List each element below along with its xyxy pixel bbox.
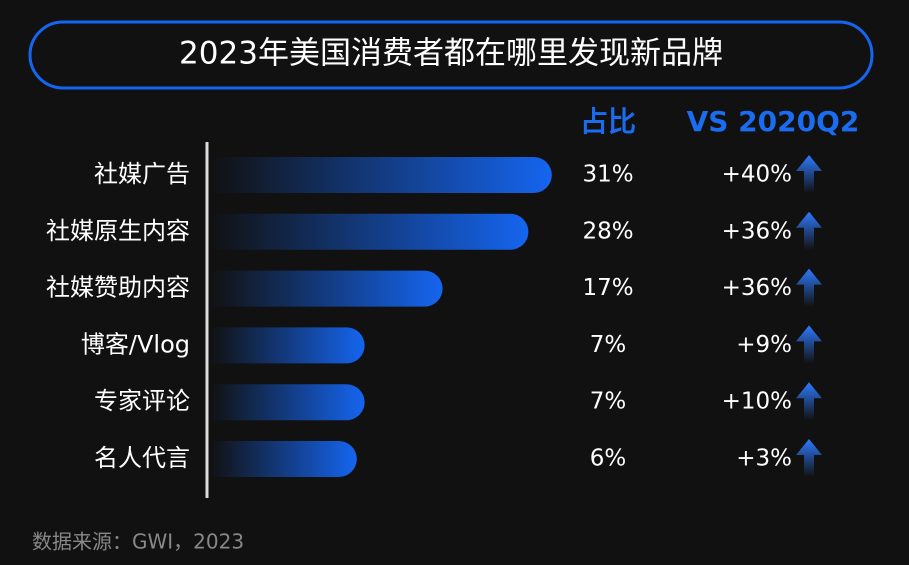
bar bbox=[210, 213, 529, 250]
change-label: +3% bbox=[736, 446, 792, 472]
change-label: +40% bbox=[722, 162, 792, 188]
value-label: 7% bbox=[590, 389, 627, 415]
category-label: 社媒广告 bbox=[94, 160, 190, 188]
category-label: 专家评论 bbox=[94, 387, 190, 415]
change-label: +36% bbox=[722, 218, 792, 244]
bar bbox=[210, 384, 365, 421]
change-label: +9% bbox=[736, 332, 792, 358]
bar bbox=[210, 441, 357, 477]
chart-title: 2023年美国消费者都在哪里发现新品牌 bbox=[179, 36, 723, 72]
up-arrow bbox=[796, 155, 822, 193]
up-arrow bbox=[796, 325, 822, 364]
category-label: 社媒赞助内容 bbox=[46, 274, 190, 302]
value-label: 17% bbox=[582, 275, 633, 301]
column-header: 占比 bbox=[580, 105, 636, 138]
value-label: 31% bbox=[582, 162, 633, 188]
category-label: 社媒原生内容 bbox=[46, 217, 190, 245]
category-label: 博客/Vlog bbox=[81, 330, 190, 358]
up-arrow bbox=[796, 211, 822, 250]
bar bbox=[210, 270, 443, 307]
bar bbox=[210, 327, 365, 364]
bar bbox=[210, 157, 552, 193]
value-label: 6% bbox=[590, 446, 627, 472]
up-arrow bbox=[796, 439, 822, 477]
change-label: +10% bbox=[722, 389, 792, 415]
value-label: 7% bbox=[590, 332, 627, 358]
category-label: 名人代言 bbox=[94, 444, 190, 472]
up-arrow bbox=[796, 268, 822, 307]
source-note: 数据来源：GWI，2023 bbox=[32, 530, 244, 554]
column-header: VS 2020Q2 bbox=[687, 105, 860, 138]
value-label: 28% bbox=[582, 218, 633, 244]
change-label: +36% bbox=[722, 275, 792, 301]
title-frame bbox=[28, 20, 874, 90]
up-arrow bbox=[796, 382, 822, 421]
